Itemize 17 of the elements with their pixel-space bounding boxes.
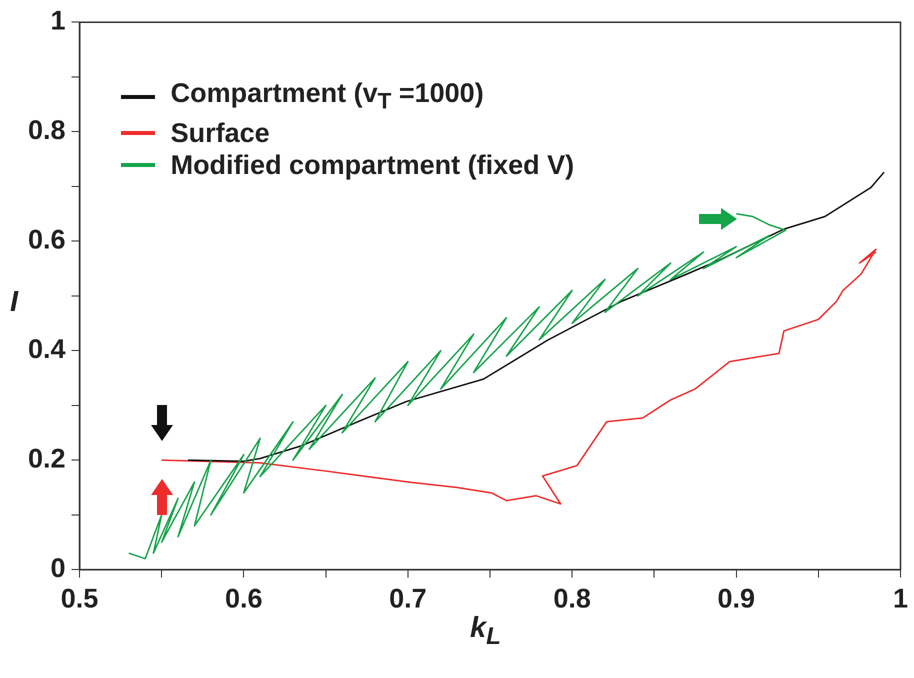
x-tick-label: 0.8 xyxy=(553,583,591,614)
x-tick-label: 0.5 xyxy=(60,583,98,614)
x-tick-label: 1 xyxy=(892,583,908,614)
y-tick-label: 1 xyxy=(50,6,66,36)
y-axis-title: I xyxy=(10,286,18,319)
x-axis-title: k$_{L}$ xyxy=(470,612,501,650)
x-tick-label: 0.9 xyxy=(718,583,756,614)
legend-label: Modified compartment (fixed V) xyxy=(170,149,574,182)
y-tick-label: 0 xyxy=(50,553,66,584)
x-tick-label: 0.7 xyxy=(389,583,427,614)
y-tick-label: 0.8 xyxy=(28,115,66,146)
y-tick-label: 0.4 xyxy=(28,334,66,364)
y-tick-label: 0.6 xyxy=(28,224,66,255)
legend-label: Surface xyxy=(170,117,270,150)
legend-label: Compartment (v$_{T}$ =1000) xyxy=(170,76,484,116)
x-tick-label: 0.6 xyxy=(224,583,262,614)
y-tick-label: 0.2 xyxy=(28,444,66,474)
